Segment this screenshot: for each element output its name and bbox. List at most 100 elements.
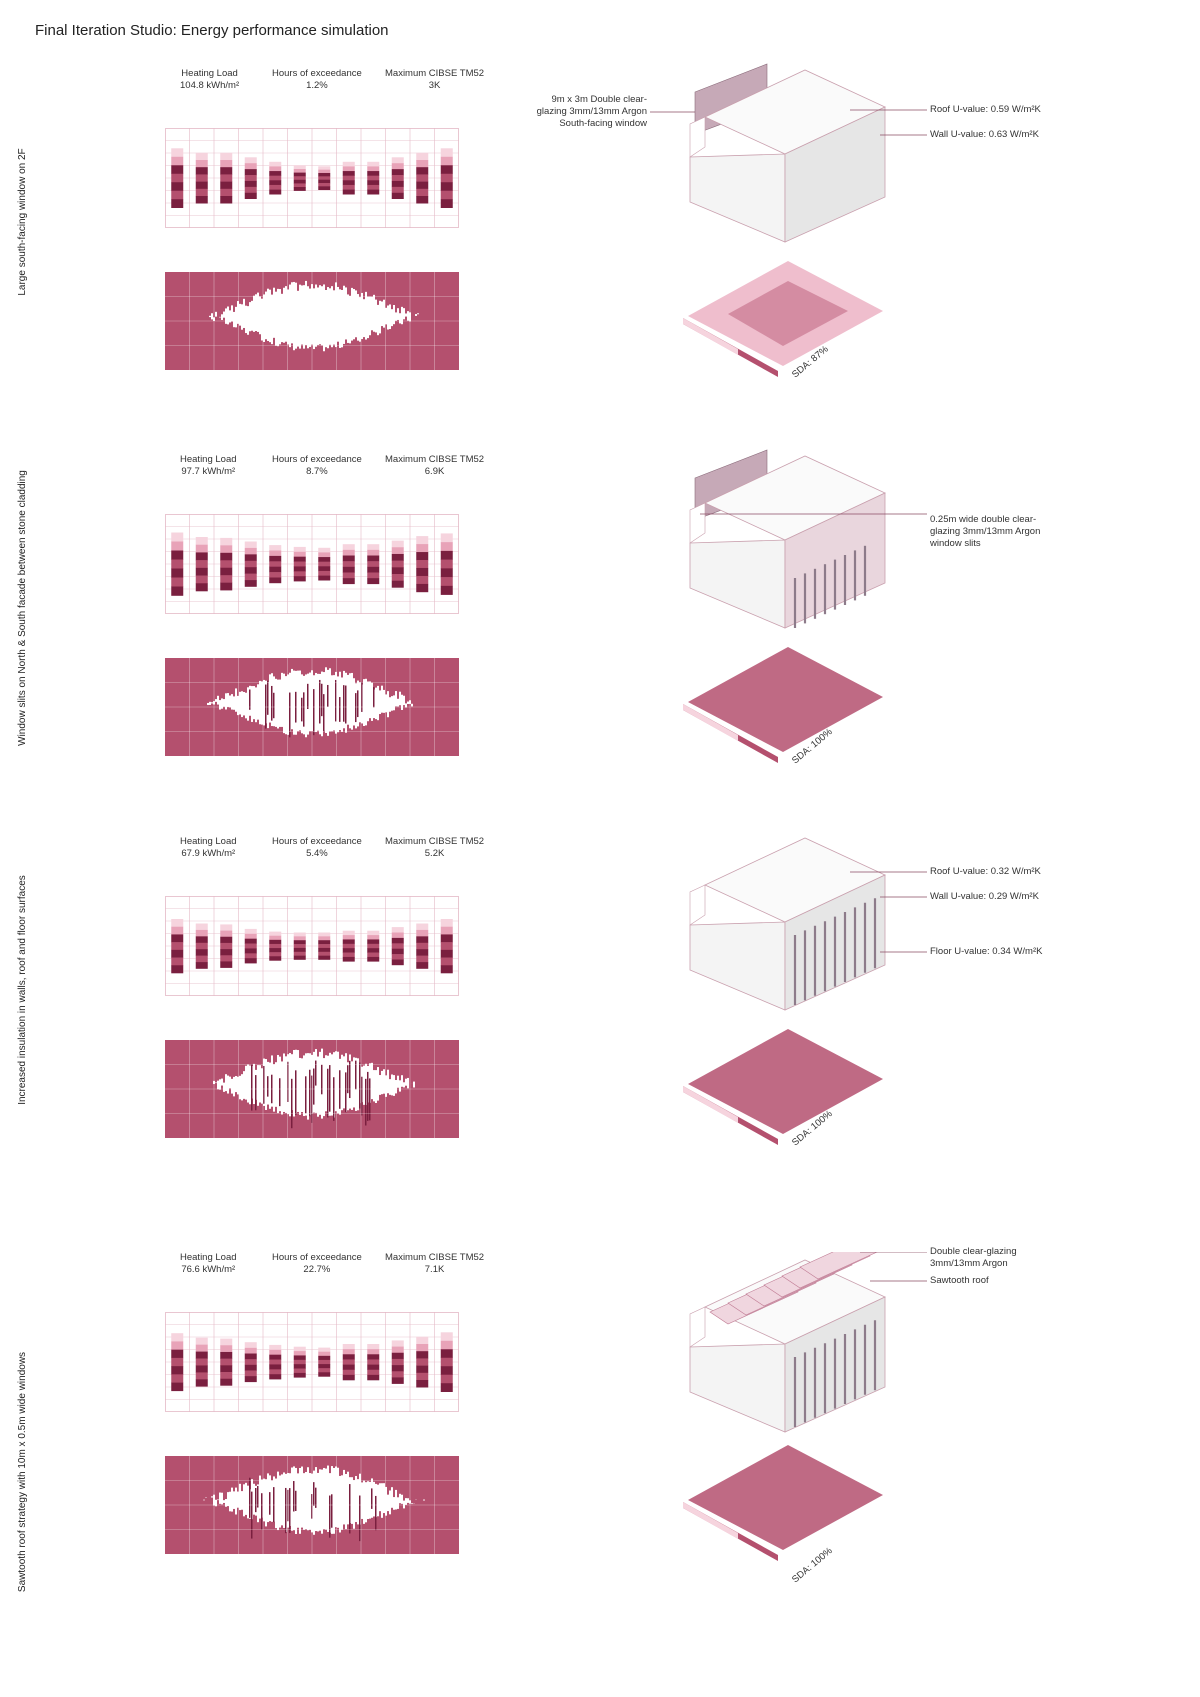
sda-scale-bar-light: [683, 318, 738, 355]
heatmap-cell: [377, 1516, 379, 1554]
heatmap-cell: [295, 1040, 297, 1050]
annotation-label: Floor U-value: 0.34 W/m²K: [930, 946, 1043, 957]
heatmap-cell: [221, 708, 223, 756]
heatmap-cell: [199, 272, 201, 325]
heatmap-cell: [361, 339, 363, 370]
heatmap-cell: [425, 272, 427, 316]
heatmap-cell: [235, 1040, 237, 1077]
heatmap-cell: [341, 658, 343, 678]
heatmap-cell: [287, 1114, 289, 1138]
heatmap-cell: [353, 1040, 355, 1058]
heatmap-cell: [195, 314, 197, 370]
heatmap-cell: [379, 333, 381, 370]
heatmap-cell: [445, 697, 447, 756]
heatmap-cell: [395, 1093, 397, 1138]
heatmap-cell: [305, 1040, 307, 1054]
heatmap-cell: [327, 1456, 329, 1466]
heatmap-cell: [457, 658, 459, 715]
heatmap-cell: [265, 339, 267, 370]
heatmap-cell: [419, 272, 421, 323]
heatmap-cell: [399, 323, 401, 370]
heatmap-cell: [343, 1108, 345, 1138]
heatmap-cell: [417, 1498, 419, 1554]
month-bar-segment: [293, 932, 306, 937]
heatmap-cell: [267, 1040, 269, 1062]
heatmap-cell: [217, 315, 219, 370]
heatmap-cell: [399, 1040, 401, 1081]
heatmap-cell: [381, 326, 383, 370]
heatmap-cell: [363, 726, 365, 756]
month-bar-segment: [416, 583, 429, 593]
heatmap-cell: [401, 1040, 403, 1076]
heatmap-cell: [255, 1515, 257, 1554]
month-bar-segment: [342, 943, 355, 949]
heatmap-cell: [315, 1060, 317, 1086]
heatmap-cell: [245, 333, 247, 370]
heatmap-cell: [301, 733, 303, 756]
metric-value: 22.7%: [303, 1264, 331, 1275]
heatmap-cell: [189, 313, 191, 370]
month-bar-segment: [440, 1383, 453, 1392]
heatmap-cell: [455, 658, 457, 715]
heatmap-cell: [405, 1456, 407, 1499]
heatmap-cell: [209, 1456, 211, 1500]
hourly-heatmap: [165, 1040, 459, 1138]
heatmap-cell: [431, 1040, 433, 1091]
heatmap-cell: [245, 272, 247, 306]
heatmap-cell: [349, 658, 351, 674]
heatmap-cell: [445, 1075, 447, 1138]
heatmap-cell: [231, 658, 233, 695]
heatmap-cell: [293, 1481, 295, 1512]
heatmap-cell: [401, 1503, 403, 1554]
month-bar-segment: [195, 936, 208, 944]
heatmap-cell: [443, 1074, 445, 1138]
heatmap-cell: [193, 272, 195, 324]
heatmap-cell: [333, 658, 335, 676]
heatmap-cell: [415, 315, 417, 370]
month-bar-segment: [440, 1340, 453, 1350]
heatmap-cell: [233, 709, 235, 756]
month-bar-segment: [416, 923, 429, 931]
heatmap-cell: [195, 701, 197, 756]
metric-label: Maximum CIBSE TM52: [385, 1252, 485, 1263]
heatmap-cell: [201, 658, 203, 703]
heatmap-cell: [195, 1493, 197, 1554]
heatmap-cell: [169, 697, 171, 756]
heatmap-cell: [445, 311, 447, 370]
month-bar-segment: [440, 942, 453, 951]
month-bar-segment: [416, 1344, 429, 1352]
heatmap-cell: [427, 310, 429, 370]
heatmap-cell: [277, 658, 279, 680]
recess: [689, 502, 706, 544]
heatmap-cell: [279, 658, 281, 680]
heatmap-cell: [329, 1532, 331, 1554]
heatmap-cell: [179, 272, 181, 325]
heatmap-cell: [421, 1040, 423, 1088]
heatmap-cell: [309, 272, 311, 289]
month-bar-segment: [220, 955, 233, 962]
heatmap-cell: [341, 272, 343, 290]
heatmap-cell: [185, 658, 187, 705]
month-bar-segment: [318, 172, 331, 177]
heatmap-cell: [447, 658, 449, 713]
heatmap-cell: [245, 1040, 247, 1066]
metric-tm52: Maximum CIBSE TM52 7.1K: [385, 1252, 484, 1276]
month-bar-segment: [220, 575, 233, 583]
heatmap-cell: [299, 272, 301, 285]
heatmap-cell: [305, 1115, 307, 1138]
month-bar-segment: [440, 173, 453, 183]
heatmap-cell: [349, 343, 351, 370]
heatmap-cell: [179, 1492, 181, 1554]
building-axonometric: [689, 1234, 889, 1433]
heatmap-cell: [277, 272, 279, 289]
heatmap-cell: [389, 711, 391, 756]
heatmap-cell: [261, 340, 263, 370]
heatmap-cell: [191, 1040, 193, 1090]
heatmap-cell: [223, 272, 225, 312]
building-axonometric: [689, 63, 886, 243]
heatmap-cell: [355, 1060, 357, 1090]
heatmap-cell: [435, 1075, 437, 1138]
heatmap-cell: [457, 272, 459, 325]
heatmap-cell: [287, 658, 289, 675]
month-bar-segment: [416, 575, 429, 585]
